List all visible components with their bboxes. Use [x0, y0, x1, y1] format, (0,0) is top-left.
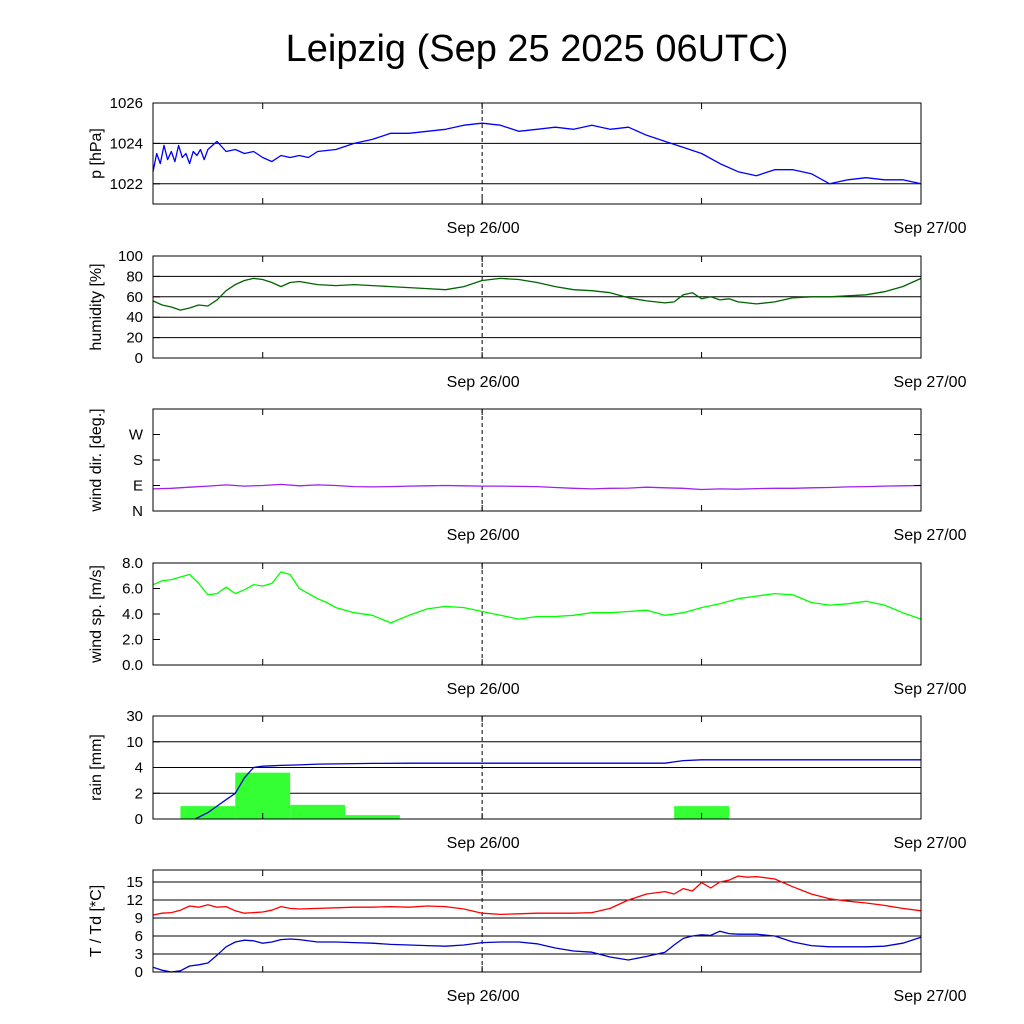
ytick-label-humidity: 0: [135, 350, 143, 367]
series-line-temperature-0: [152, 875, 922, 916]
series-line-rain-0: [194, 759, 921, 820]
plot-frame-wind_speed: [152, 562, 922, 666]
ytick-label-wind_speed: 6.0: [122, 581, 143, 598]
ytick-label-temperature: 12: [126, 892, 143, 909]
ytick-label-rain: 2: [135, 785, 143, 802]
ytick-label-humidity: 20: [126, 330, 143, 347]
series-line-pressure-0: [152, 122, 922, 185]
xtick-label-humidity: Sep 27/00: [894, 374, 967, 391]
ytick-label-temperature: 9: [135, 910, 143, 927]
ylabel-wind_dir: wind dir. [deg.]: [88, 408, 105, 512]
rain-bar-4: [674, 806, 729, 819]
plot-frame-wind_dir: [152, 408, 922, 512]
ylabel-rain: rain [mm]: [88, 734, 105, 801]
rain-bar-1: [235, 772, 291, 819]
ytick-label-wind_speed: 8.0: [122, 555, 143, 572]
xtick-label-rain: Sep 26/00: [447, 835, 520, 852]
series-line-temperature-1: [152, 930, 922, 973]
panel-pressure: 1026 1024 1022 p [hPa] Sep 26/00 Sep 27/00: [88, 95, 967, 237]
ytick-label-wind_dir: N: [132, 503, 143, 520]
xtick-label-pressure: Sep 27/00: [894, 220, 967, 237]
series-line-wind_speed-0: [152, 571, 922, 624]
ytick-label-rain: 10: [126, 734, 143, 751]
ytick-label-humidity: 60: [126, 289, 143, 306]
ytick-label-wind_dir: S: [133, 452, 143, 469]
xtick-label-wind_dir: Sep 26/00: [447, 527, 520, 544]
panel-rain: 30 10 4 2 0 rain [mm] Sep 26/00 Sep 27/00: [88, 708, 967, 852]
xtick-label-temperature: Sep 26/00: [447, 988, 520, 1005]
ytick-label-pressure: 1026: [110, 95, 143, 112]
ytick-label-wind_dir: W: [129, 427, 144, 444]
panel-wind_speed: 8.0 6.0 4.0 2.0 0.0 wind sp. [m/s] Sep 26/00 Se…: [88, 555, 967, 698]
series-line-wind_dir-0: [152, 483, 922, 491]
ytick-label-temperature: 3: [135, 946, 143, 963]
ylabel-pressure: p [hPa]: [88, 128, 105, 179]
plot-frame-temperature: [152, 869, 922, 973]
ytick-label-wind_speed: 0.0: [122, 657, 143, 674]
xtick-label-temperature: Sep 27/00: [894, 988, 967, 1005]
ytick-label-humidity: 100: [118, 248, 143, 265]
xtick-label-wind_speed: Sep 27/00: [894, 681, 967, 698]
xtick-label-wind_dir: Sep 27/00: [894, 527, 967, 544]
ytick-label-temperature: 6: [135, 928, 143, 945]
ytick-label-rain: 4: [135, 760, 143, 777]
rain-bar-3: [345, 815, 400, 819]
panel-humidity: 100 80 60 40 20 0 humidity [%] Sep 26/00 Sep 27/…: [88, 248, 967, 391]
ytick-label-wind_speed: 2.0: [122, 632, 143, 649]
ytick-label-rain: 0: [135, 811, 143, 828]
ytick-label-temperature: 0: [135, 964, 143, 981]
ytick-label-wind_dir: E: [133, 478, 143, 495]
rain-bar-2: [290, 804, 345, 819]
series-line-humidity-0: [152, 277, 922, 311]
xtick-label-pressure: Sep 26/00: [447, 220, 520, 237]
ytick-label-rain: 30: [126, 708, 143, 725]
xtick-label-rain: Sep 27/00: [894, 835, 967, 852]
plot-frame-pressure: [152, 102, 922, 205]
chart-title: Leipzig (Sep 25 2025 06UTC): [286, 28, 789, 70]
ytick-label-pressure: 1022: [110, 176, 143, 193]
ytick-label-wind_speed: 4.0: [122, 606, 143, 623]
ytick-label-humidity: 40: [126, 309, 143, 326]
ylabel-temperature: T / Td [*C]: [88, 885, 105, 957]
ylabel-wind_speed: wind sp. [m/s]: [88, 565, 105, 664]
ytick-label-temperature: 15: [126, 874, 143, 891]
xtick-label-wind_speed: Sep 26/00: [447, 681, 520, 698]
ytick-label-pressure: 1024: [110, 135, 143, 152]
plot-frame-humidity: [152, 255, 922, 359]
xtick-label-humidity: Sep 26/00: [447, 374, 520, 391]
ylabel-humidity: humidity [%]: [88, 263, 105, 350]
ytick-label-humidity: 80: [126, 268, 143, 285]
